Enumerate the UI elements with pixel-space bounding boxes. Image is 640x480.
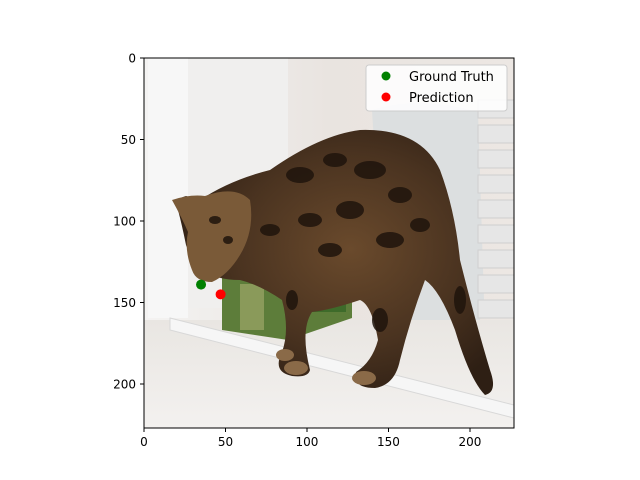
y-tick-label: 0: [128, 52, 136, 66]
legend-box: [365, 64, 508, 112]
legend: Ground Truth Prediction: [365, 64, 508, 112]
prediction-point: [215, 289, 226, 300]
y-tick-label: 50: [121, 133, 136, 147]
y-tick-label: 150: [113, 296, 136, 310]
x-tick-label: 0: [140, 435, 148, 449]
y-axis-ticks: 0 50 100 150 200: [113, 52, 144, 391]
y-tick-label: 200: [113, 377, 136, 391]
x-tick-label: 200: [459, 435, 482, 449]
x-axis-ticks: 0 50 100 150 200: [140, 428, 481, 449]
legend-label-ground-truth: Ground Truth: [409, 70, 494, 85]
axes-frame: [143, 57, 515, 429]
legend-marker-ground-truth: [381, 71, 391, 81]
x-tick-label: 100: [296, 435, 319, 449]
data-points: [196, 279, 226, 300]
photo-background: [144, 58, 514, 428]
legend-marker-prediction: [381, 92, 391, 102]
legend-label-prediction: Prediction: [409, 91, 474, 106]
y-tick-label: 100: [113, 214, 136, 228]
x-tick-label: 150: [377, 435, 400, 449]
x-tick-label: 50: [218, 435, 233, 449]
ground-truth-point: [196, 279, 207, 290]
